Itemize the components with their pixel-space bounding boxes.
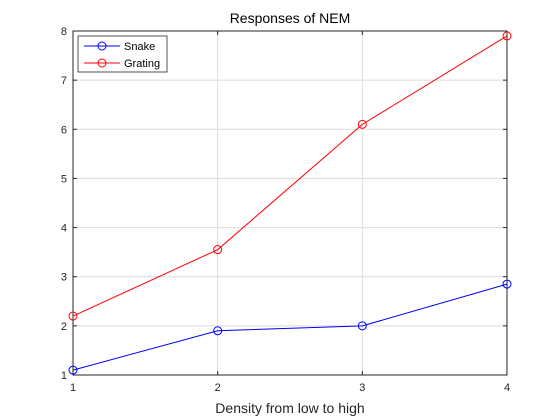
data-point-grating [502,31,512,41]
legend-label-grating: Grating [124,58,160,70]
legend-marker-grating [97,58,107,68]
x-tick-label: 2 [215,382,221,394]
legend-box [77,35,168,73]
x-tick-label: 1 [70,382,76,394]
plot-area [73,31,507,375]
x-tick-label: 4 [504,382,510,394]
data-point-snake [502,279,512,289]
series-line-snake [72,283,508,371]
axis-ticks: 1 2 3 4 1 2 3 4 5 6 7 8 [61,26,510,394]
x-axis-title: Density from low to high [215,400,364,416]
chart-title: Responses of NEM [230,10,351,26]
legend: Snake Grating [77,35,168,73]
y-tick-label: 1 [61,370,67,382]
grid-lines [73,31,507,375]
data-point-snake [213,326,223,336]
plot-frame [72,30,508,376]
data-series [68,31,512,375]
y-tick-label: 2 [61,321,67,333]
data-point-snake [68,365,78,375]
y-tick-label: 6 [61,124,67,136]
y-tick-label: 5 [61,173,67,185]
x-tick-label: 3 [359,382,365,394]
data-point-grating [68,311,78,321]
series-line-grating [72,35,508,317]
y-tick-label: 8 [61,26,67,38]
data-point-grating [213,245,223,255]
legend-marker-snake [97,41,107,51]
y-tick-label: 3 [61,272,67,284]
data-point-snake [357,321,367,331]
legend-label-snake: Snake [124,41,155,53]
data-point-grating [357,119,367,129]
y-tick-label: 7 [61,75,67,87]
y-tick-label: 4 [61,223,67,235]
